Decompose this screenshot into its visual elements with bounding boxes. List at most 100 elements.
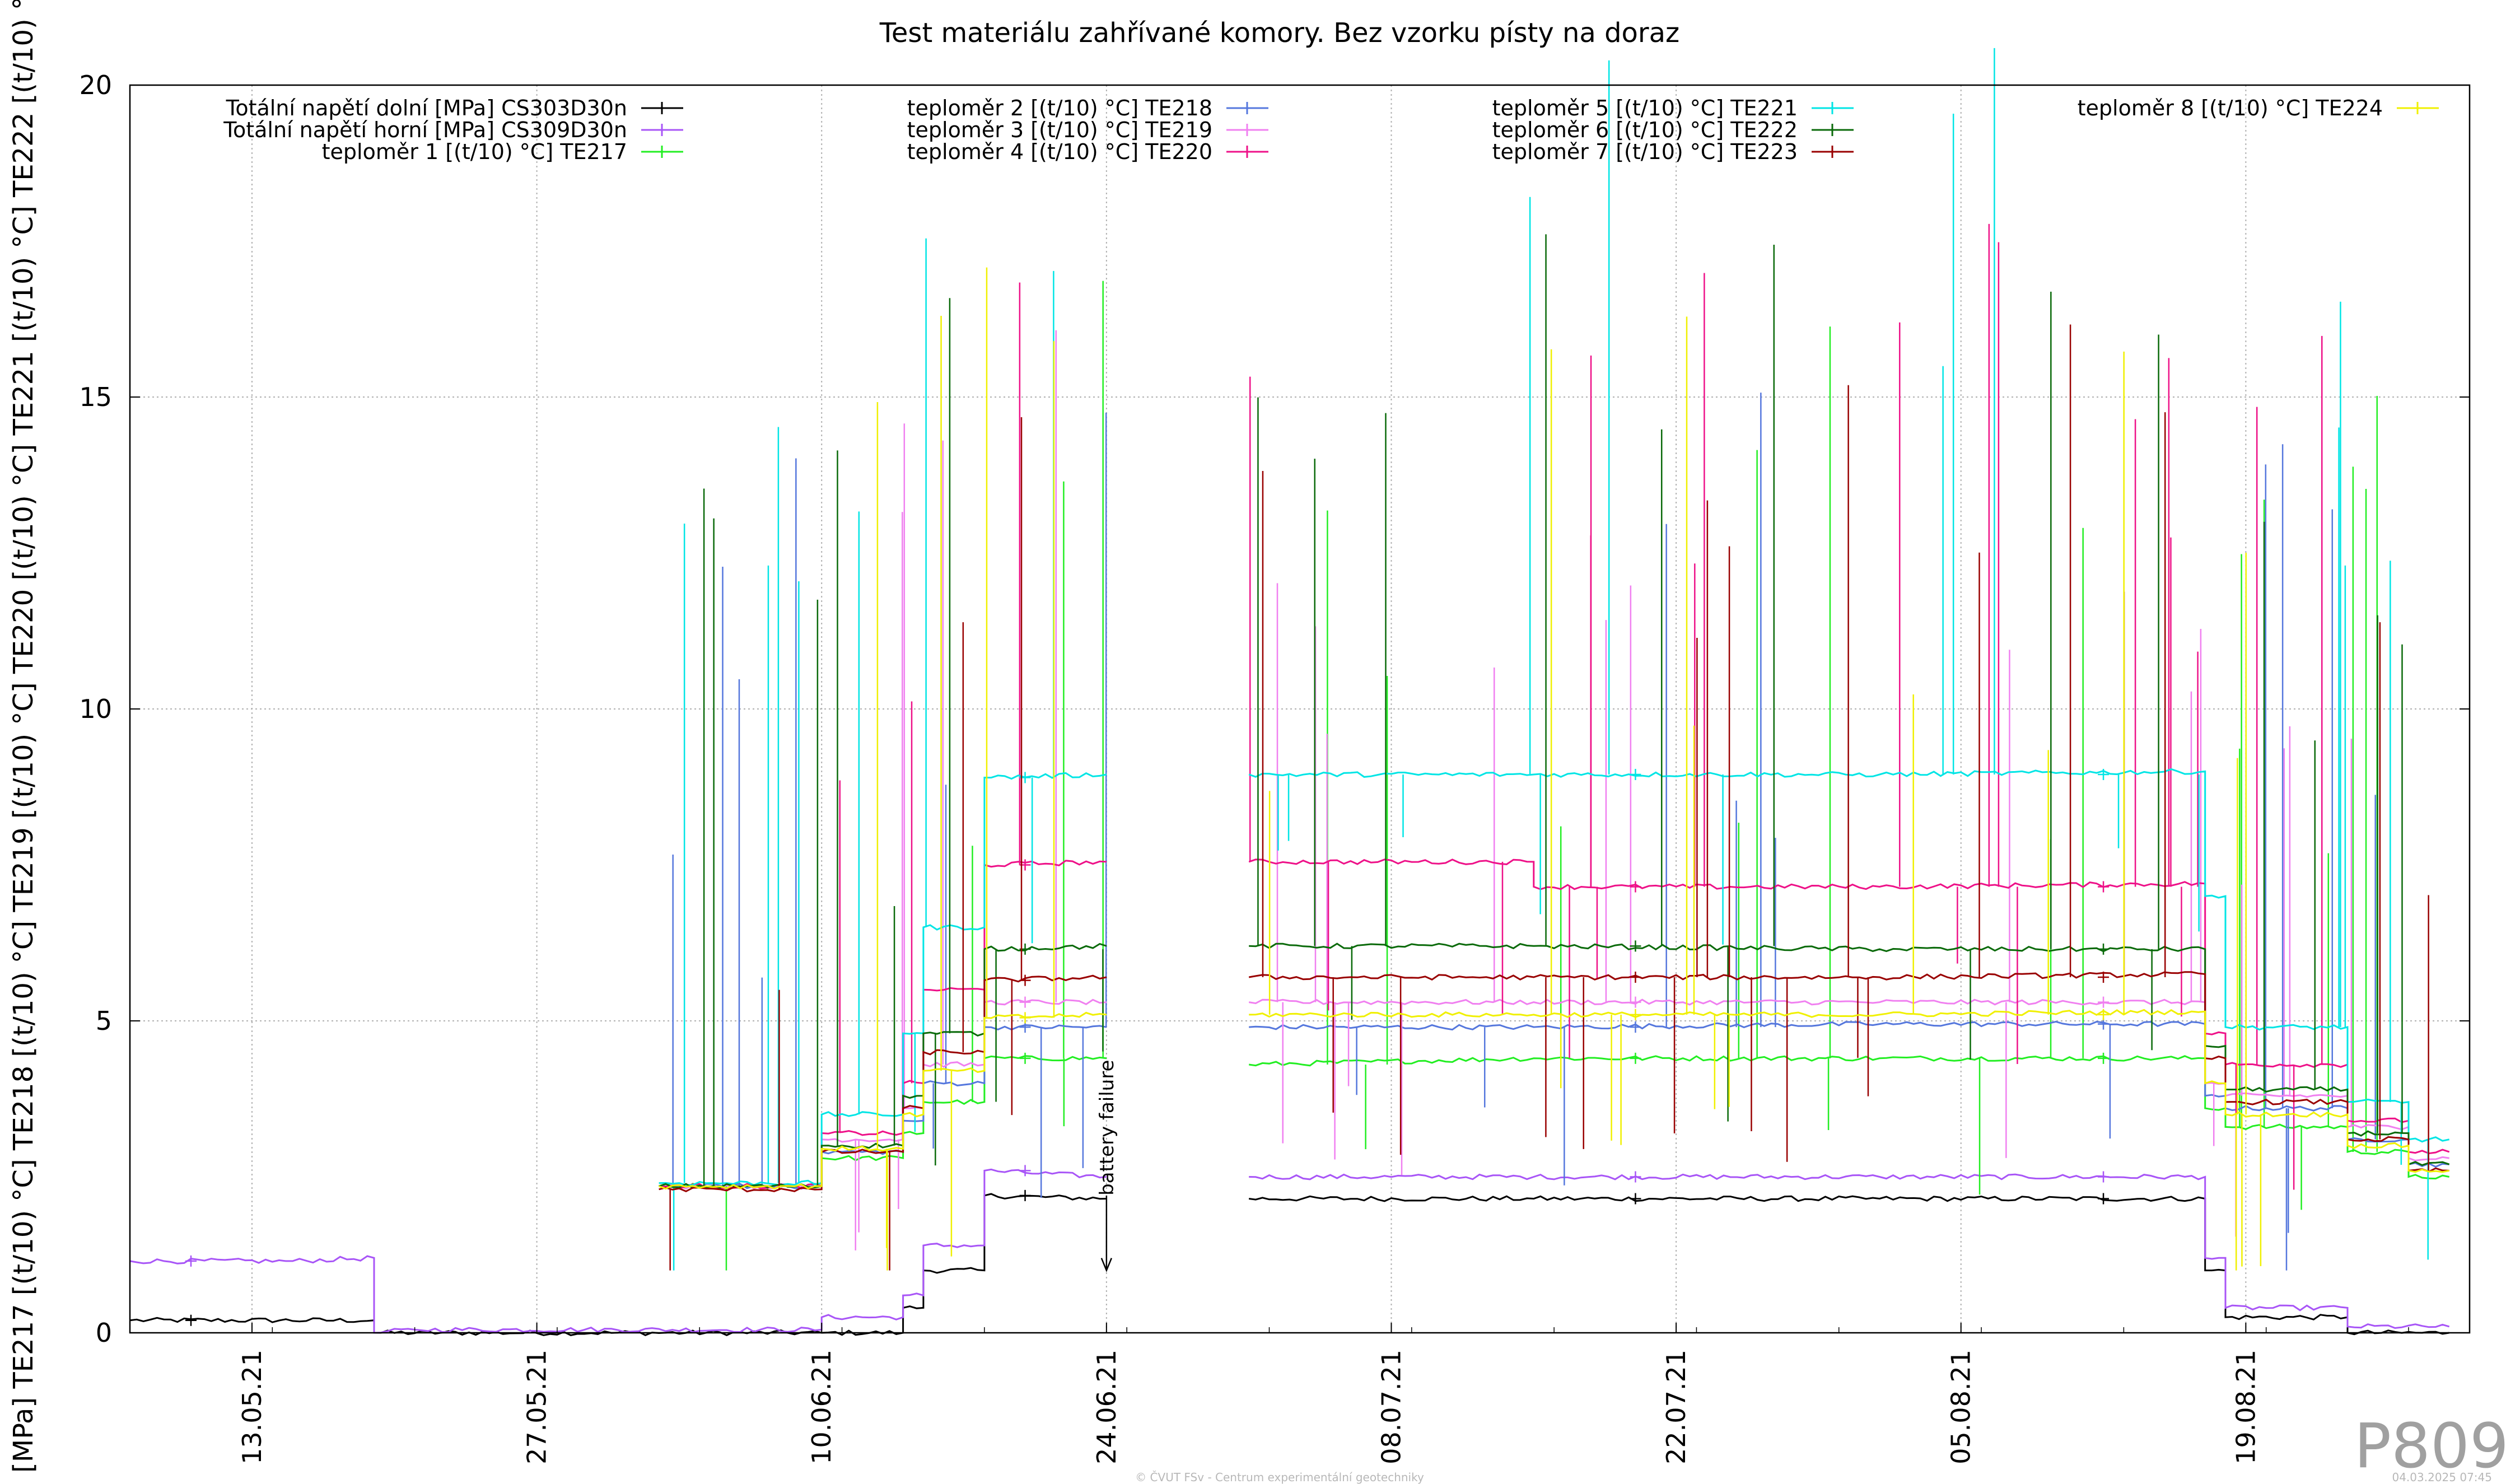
series-point-marker [1630,940,1641,952]
series-line [659,1055,1107,1189]
legend-label: teploměr 6 [(t/10) °C] TE222 [1492,118,1798,142]
y-tick-label: 20 [79,70,112,100]
legend-entry: teploměr 4 [(t/10) °C] TE220 [907,139,1268,164]
series-point-marker [2098,972,2110,983]
legend-entry: teploměr 3 [(t/10) °C] TE219 [907,118,1268,142]
legend-label: teploměr 1 [(t/10) °C] TE217 [322,139,627,164]
legend-entry: Totální napětí dolní [MPa] CS303D30n [226,96,683,120]
x-tick-label: 27.05.21 [522,1350,552,1464]
series-group [659,267,2449,1271]
series-group [659,234,2450,1189]
series-line [1249,1020,2449,1168]
legend: Totální napětí dolní [MPa] CS303D30nTotá… [223,96,2439,164]
series-point-marker [1630,1193,1641,1205]
series-point-marker [2098,1193,2110,1205]
y-axis-label: [MPa] TE217 [(t/10) °C] TE218 [(t/10) °C… [8,0,39,1473]
series-group [659,48,2450,1271]
series-group [659,330,2449,1250]
series-point-marker [185,1314,197,1326]
legend-entry: teploměr 8 [(t/10) °C] TE224 [2078,96,2439,120]
series-point-marker [2098,996,2110,1008]
x-tick-label: 10.06.21 [806,1350,837,1464]
series-point-marker [2098,1018,2110,1030]
legend-entry: teploměr 1 [(t/10) °C] TE217 [322,139,683,164]
series-line [659,1024,1107,1189]
y-tick-label: 10 [79,694,112,724]
series-point-marker [1019,1165,1031,1177]
y-tick-label: 15 [79,382,112,412]
x-tick-label: 24.06.21 [1091,1350,1122,1464]
legend-label: teploměr 3 [(t/10) °C] TE219 [907,118,1212,142]
series-line [129,1193,1107,1336]
legend-entry: teploměr 5 [(t/10) °C] TE221 [1492,96,1854,120]
series-point-marker [1019,1021,1031,1033]
series-group [659,393,2449,1271]
series-line [1248,998,2449,1161]
watermark: P809 [2354,1410,2509,1482]
series-line [1248,858,2450,1155]
series-group [659,281,2449,1271]
x-tick-label: 08.07.21 [1376,1350,1406,1464]
legend-label: teploměr 7 [(t/10) °C] TE223 [1492,139,1798,164]
legend-entry: teploměr 2 [(t/10) °C] TE218 [907,96,1268,120]
series-point-marker [1630,972,1641,983]
series-line [1249,1009,2449,1173]
legend-label: teploměr 8 [(t/10) °C] TE224 [2078,96,2383,120]
chart-title: Test materiálu zahřívané komory. Bez vzo… [879,17,1680,49]
y-tick-label: 5 [96,1006,112,1036]
series-point-marker [1019,996,1031,1008]
series-point-marker [2098,943,2110,955]
series-line [1249,1173,2450,1329]
annotation-text: battery failure [1096,1060,1118,1196]
legend-entry: Totální napětí horní [MPa] CS309D30n [223,118,683,142]
series-line [129,1168,1107,1334]
footer-copyright: © ČVUT FSv - Centrum experimentální geot… [1135,1471,1424,1484]
series-line [1248,971,2449,1173]
series-point-marker [1630,881,1641,893]
series-point-marker [1630,996,1641,1008]
battery-failure-annotation: battery failure [1096,1060,1118,1272]
legend-label: teploměr 5 [(t/10) °C] TE221 [1492,96,1798,120]
series-point-marker [185,1255,197,1267]
x-tick-label: 22.07.21 [1661,1350,1691,1464]
series-point-marker [1630,1021,1641,1033]
series-point-marker [1019,1012,1031,1024]
legend-label: Totální napětí horní [MPa] CS309D30n [223,118,627,142]
legend-label: Totální napětí dolní [MPa] CS303D30n [226,96,627,120]
series-point-marker [2098,768,2110,780]
series-point-marker [2098,881,2110,893]
series-line [659,1011,1107,1190]
series-point-marker [1019,1189,1031,1201]
series-point-marker [1630,1009,1641,1020]
series-point-marker [2098,1052,2110,1064]
series-group [129,1165,2450,1334]
series-layer [129,48,2450,1336]
legend-entry: teploměr 6 [(t/10) °C] TE222 [1492,118,1854,142]
series-point-marker [1019,1052,1031,1064]
series-point-marker [1019,974,1031,986]
series-line [1249,1195,2449,1336]
x-tick-label: 19.08.21 [2230,1350,2261,1464]
series-point-marker [2098,1009,2110,1020]
legend-label: teploměr 4 [(t/10) °C] TE220 [907,139,1212,164]
x-tick-label: 13.05.21 [237,1350,267,1464]
y-tick-label: 0 [96,1318,112,1348]
series-group [659,324,2449,1271]
series-line [659,772,1107,1187]
series-group [659,223,2450,1237]
series-point-marker [1630,768,1641,780]
series-point-marker [1630,1171,1641,1183]
legend-label: teploměr 2 [(t/10) °C] TE218 [907,96,1212,120]
grid [130,85,2470,1333]
series-line [659,974,1107,1193]
series-point-marker [1630,1052,1641,1064]
series-line [1248,768,2450,1143]
series-point-marker [2098,1171,2110,1183]
series-line [1249,942,2450,1166]
axis-ticks: 0 5 10 15 20 13.05.21 27.05.21 10.06.21 24.06.21… [79,70,2470,1464]
x-tick-label: 05.08.21 [1946,1350,1976,1464]
footer-timestamp: 04.03.2025 07:45 [2392,1471,2492,1484]
legend-entry: teploměr 7 [(t/10) °C] TE223 [1492,139,1854,164]
annotation-arrowhead [1100,1258,1113,1272]
